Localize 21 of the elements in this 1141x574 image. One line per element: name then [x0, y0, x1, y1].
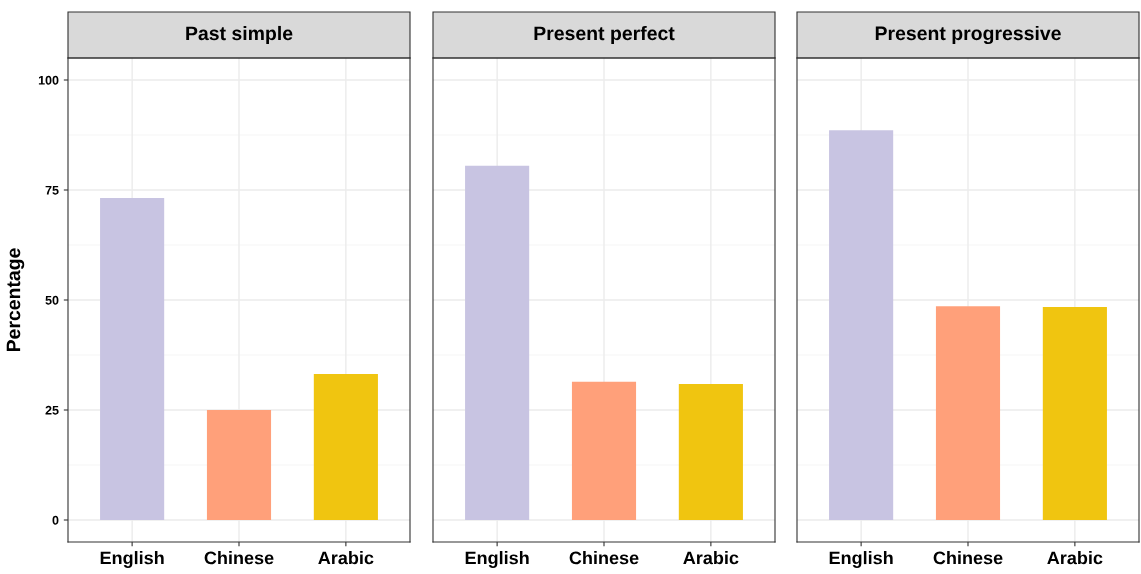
chart-title: Present progressive [875, 25, 1061, 45]
y-tick-label: 100 [38, 75, 59, 85]
x-tick-label: Chinese [204, 551, 274, 565]
x-tick-label: English [829, 551, 893, 568]
y-tick-label: 50 [45, 295, 59, 305]
x-tick-label: Chinese [933, 551, 1003, 565]
y-tick-label: 75 [45, 185, 59, 195]
x-tick-label: English [100, 551, 164, 568]
chart-title: Past simple [186, 25, 293, 45]
y-tick-label: 0 [52, 515, 59, 525]
bar [206, 410, 272, 520]
y-axis-title: Percentage [6, 248, 25, 352]
x-tick-label: English [465, 551, 529, 568]
chart-title: Present perfect [534, 25, 675, 45]
x-tick-label: Chinese [569, 551, 639, 565]
x-tick-label: Arabic [683, 551, 739, 565]
bar [100, 197, 165, 520]
y-tick-label: 25 [45, 405, 59, 415]
bar [313, 373, 378, 520]
x-tick-label: Arabic [318, 551, 374, 565]
x-tick-label: Arabic [1047, 551, 1103, 565]
